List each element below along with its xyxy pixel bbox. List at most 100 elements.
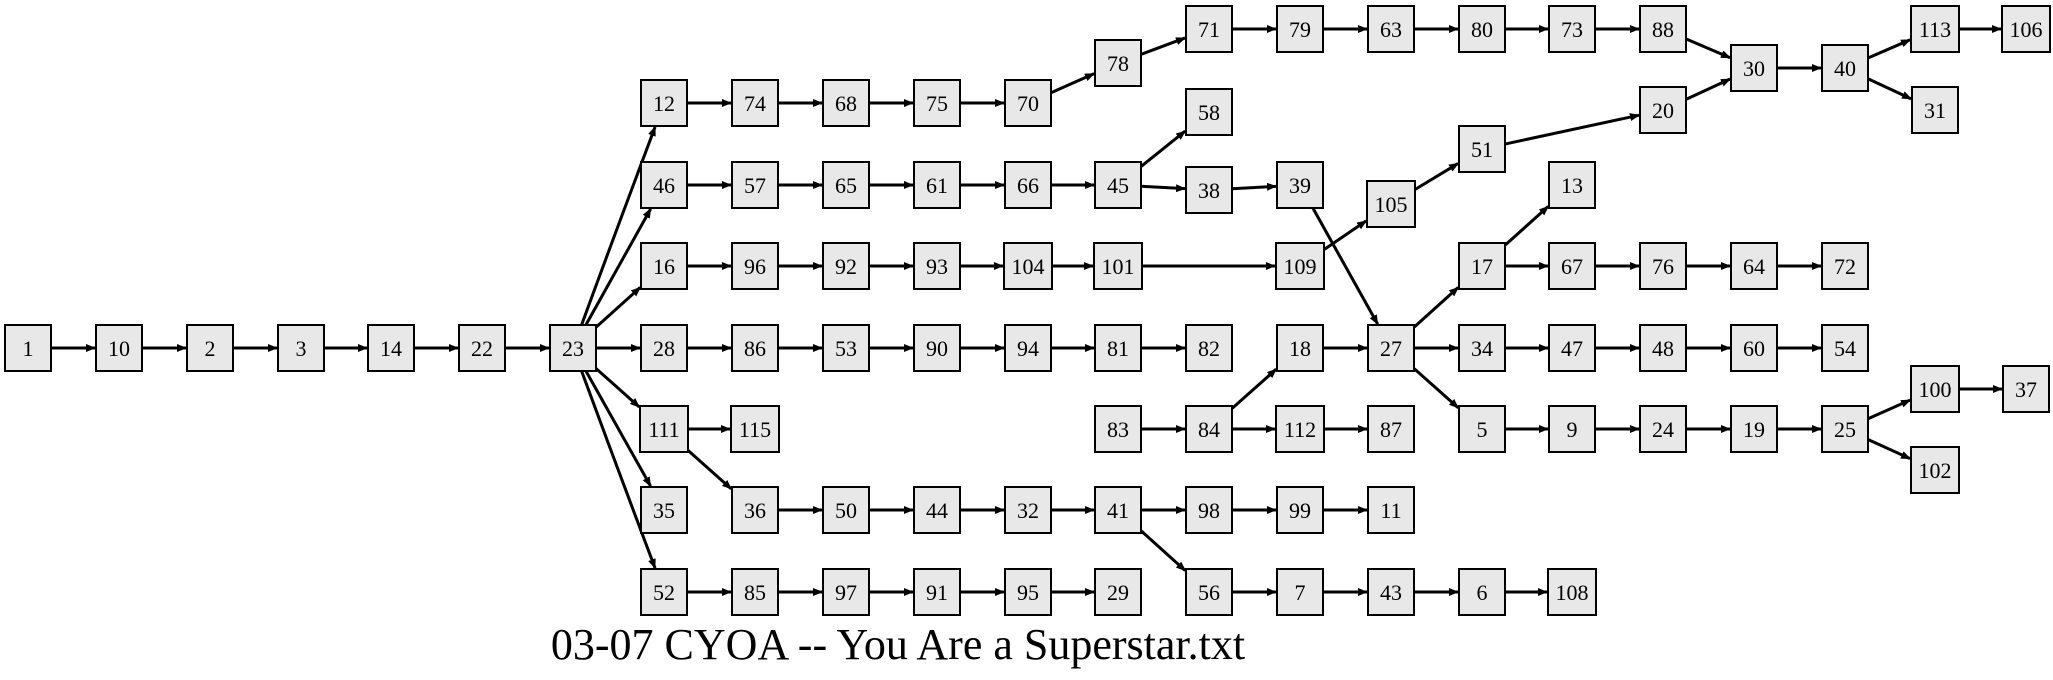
node-label: 5 [1477,417,1488,442]
node-96: 96 [731,242,779,290]
node-box [913,242,961,290]
node-94: 94 [1004,324,1052,372]
edge-84-to-18 [1231,368,1278,410]
node-box [1004,324,1052,372]
node-115: 115 [730,405,780,453]
node-3: 3 [277,324,325,372]
node-label: 7 [1295,580,1306,605]
node-box [913,324,961,372]
node-label: 37 [2015,377,2037,402]
node-label: 34 [1471,336,1493,361]
node-24: 24 [1639,405,1687,453]
node-label: 74 [744,91,766,116]
node-label: 29 [1107,580,1129,605]
node-box [1275,405,1325,453]
node-box [640,161,688,209]
node-label: 76 [1652,254,1674,279]
node-label: 48 [1652,336,1674,361]
node-39: 39 [1276,161,1324,209]
node-label: 70 [1017,91,1039,116]
node-box [822,79,870,127]
edge-45-to-38 [1140,184,1186,193]
node-box [913,568,961,616]
node-box [1367,405,1415,453]
node-label: 50 [835,498,857,523]
node-box [1458,568,1506,616]
node-box [913,161,961,209]
node-58: 58 [1185,88,1233,136]
node-label: 81 [1107,336,1129,361]
node-32: 32 [1004,486,1052,534]
node-box [640,486,688,534]
node-label: 20 [1652,98,1674,123]
node-78: 78 [1094,39,1142,87]
node-box [1458,125,1506,173]
node-19: 19 [1730,405,1778,453]
node-box [1094,324,1142,372]
node-label: 73 [1561,17,1583,42]
node-label: 66 [1017,173,1039,198]
node-7: 7 [1276,568,1324,616]
node-label: 71 [1198,17,1220,42]
edge-88-to-30 [1685,37,1731,60]
node-box [913,486,961,534]
node-73: 73 [1548,5,1596,53]
node-box [1185,88,1233,136]
node-box [1185,405,1233,453]
node-90: 90 [913,324,961,372]
node-label: 43 [1380,580,1402,605]
node-box [367,324,415,372]
node-label: 80 [1471,17,1493,42]
node-box [1639,405,1687,453]
node-68: 68 [822,79,870,127]
node-label: 87 [1380,417,1402,442]
node-98: 98 [1185,486,1233,534]
node-label: 68 [835,91,857,116]
node-box [277,324,325,372]
node-22: 22 [458,324,506,372]
node-label: 56 [1198,580,1220,605]
node-box [1548,405,1596,453]
node-box [1185,324,1233,372]
node-6: 6 [1458,568,1506,616]
node-box [1367,324,1415,372]
node-box [640,242,688,290]
node-box [1276,486,1324,534]
node-box [1367,568,1415,616]
node-65: 65 [822,161,870,209]
node-23: 23 [549,324,597,372]
node-label: 1 [23,336,34,361]
node-box [1367,5,1415,53]
edge-23-to-111 [595,367,641,409]
node-14: 14 [367,324,415,372]
node-box [1548,5,1596,53]
node-box [1639,86,1687,134]
node-box [1094,568,1142,616]
node-label: 58 [1198,100,1220,125]
node-92: 92 [822,242,870,290]
node-5: 5 [1458,405,1506,453]
node-label: 44 [926,498,948,523]
node-box [549,324,597,372]
node-label: 10 [108,336,130,361]
node-box [1458,242,1506,290]
node-label: 13 [1561,173,1583,198]
node-80: 80 [1458,5,1506,53]
node-label: 12 [653,91,675,116]
node-61: 61 [913,161,961,209]
node-label: 64 [1743,254,1765,279]
node-label: 47 [1561,336,1583,361]
node-box [1276,568,1324,616]
edge-38-to-39 [1231,182,1277,191]
node-label: 36 [744,498,766,523]
node-81: 81 [1094,324,1142,372]
node-50: 50 [822,486,870,534]
node-48: 48 [1639,324,1687,372]
edge-23-to-12 [580,126,657,326]
edge-27-to-5 [1413,367,1460,409]
node-106: 106 [2001,5,2051,53]
node-box [730,405,780,453]
node-box [1185,166,1233,214]
node-46: 46 [640,161,688,209]
edge-41-to-56 [1139,529,1187,572]
